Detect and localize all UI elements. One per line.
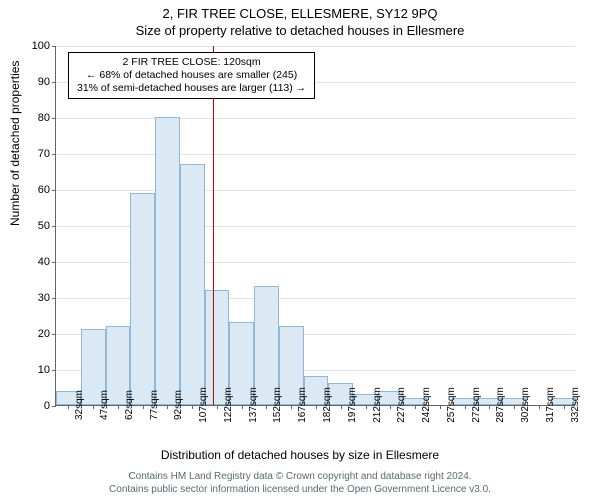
- x-tick-label: 77sqm: [143, 390, 160, 420]
- x-tick-label: 227sqm: [390, 387, 407, 423]
- y-tick-label: 90: [38, 76, 56, 88]
- y-tick-label: 0: [44, 400, 56, 412]
- x-tick-label: 122sqm: [217, 387, 234, 423]
- x-tick-label: 62sqm: [118, 390, 135, 420]
- y-tick-label: 100: [32, 40, 56, 52]
- x-tick-label: 137sqm: [242, 387, 259, 423]
- grid-line: [56, 190, 575, 191]
- x-axis-title: Distribution of detached houses by size …: [0, 448, 600, 462]
- annotation-line-3: 31% of semi-detached houses are larger (…: [77, 82, 306, 95]
- footer-line-2: Contains public sector information licen…: [0, 483, 600, 496]
- y-tick-label: 30: [38, 292, 56, 304]
- x-tick-label: 272sqm: [465, 387, 482, 423]
- y-tick-label: 20: [38, 328, 56, 340]
- x-tick-label: 92sqm: [167, 390, 184, 420]
- grid-line: [56, 46, 575, 47]
- x-tick-label: 32sqm: [68, 390, 85, 420]
- x-tick-label: 242sqm: [415, 387, 432, 423]
- annotation-box: 2 FIR TREE CLOSE: 120sqm← 68% of detache…: [68, 52, 315, 99]
- y-tick-label: 10: [38, 364, 56, 376]
- histogram-bar: [155, 117, 180, 405]
- annotation-line-1: 2 FIR TREE CLOSE: 120sqm: [77, 56, 306, 69]
- x-tick-label: 287sqm: [489, 387, 506, 423]
- chart-subtitle: Size of property relative to detached ho…: [0, 21, 600, 38]
- footer-line-1: Contains HM Land Registry data © Crown c…: [0, 470, 600, 483]
- chart-area: 010203040506070809010032sqm47sqm62sqm77s…: [55, 46, 575, 406]
- grid-line: [56, 154, 575, 155]
- x-tick-label: 152sqm: [266, 387, 283, 423]
- x-tick-label: 107sqm: [192, 387, 209, 423]
- x-tick-label: 47sqm: [93, 390, 110, 420]
- y-axis-title: Number of detached properties: [8, 61, 22, 226]
- x-tick-label: 317sqm: [539, 387, 556, 423]
- x-tick-label: 257sqm: [440, 387, 457, 423]
- x-tick-label: 332sqm: [564, 387, 581, 423]
- y-tick-label: 50: [38, 220, 56, 232]
- plot-region: 010203040506070809010032sqm47sqm62sqm77s…: [55, 46, 575, 406]
- x-tick-label: 212sqm: [366, 387, 383, 423]
- y-tick-label: 80: [38, 112, 56, 124]
- x-tick-label: 167sqm: [291, 387, 308, 423]
- x-tick-label: 302sqm: [514, 387, 531, 423]
- page-title: 2, FIR TREE CLOSE, ELLESMERE, SY12 9PQ: [0, 0, 600, 21]
- reference-line: [213, 46, 215, 405]
- footer-attribution: Contains HM Land Registry data © Crown c…: [0, 470, 600, 496]
- histogram-bar: [130, 193, 155, 405]
- chart-container: 2, FIR TREE CLOSE, ELLESMERE, SY12 9PQ S…: [0, 0, 600, 500]
- grid-line: [56, 118, 575, 119]
- y-tick-label: 40: [38, 256, 56, 268]
- y-tick-label: 60: [38, 184, 56, 196]
- x-tick-label: 197sqm: [341, 387, 358, 423]
- x-tick-label: 182sqm: [316, 387, 333, 423]
- y-tick-label: 70: [38, 148, 56, 160]
- histogram-bar: [180, 164, 205, 405]
- annotation-line-2: ← 68% of detached houses are smaller (24…: [77, 69, 306, 82]
